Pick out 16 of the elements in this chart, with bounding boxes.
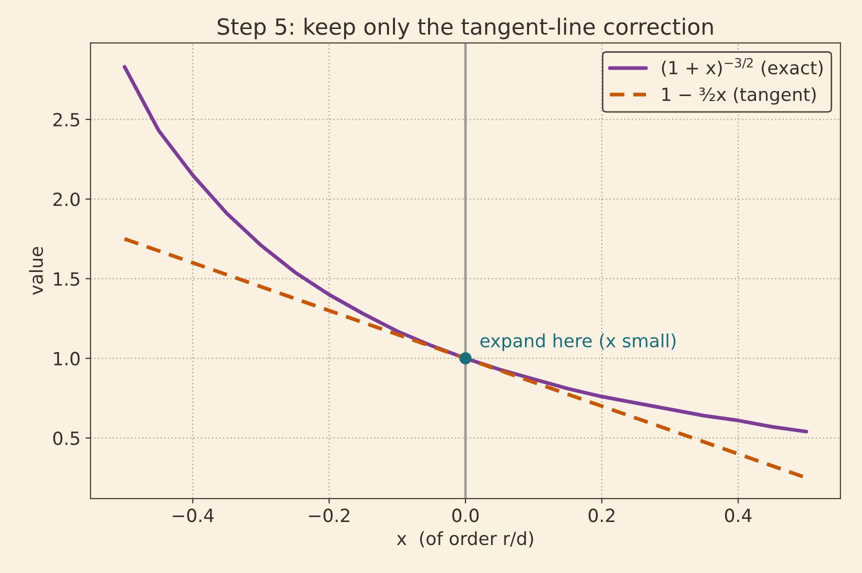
chart-title: Step 5: keep only the tangent-line correction — [218, 18, 713, 40]
y-tick-label: 1.5 — [54, 272, 80, 286]
y-tick-label: 0.5 — [53, 431, 80, 446]
y-tick-label: 2.5 — [53, 112, 80, 127]
y-axis-title: value — [29, 247, 44, 295]
x-tick-label: 0.0 — [452, 508, 479, 522]
x-tick-label: −0.4 — [172, 508, 214, 522]
annotation: expand here (x small) — [480, 334, 676, 351]
y-tick-label: 2.0 — [53, 192, 80, 206]
x-tick-label: −0.2 — [309, 508, 350, 522]
legend-label: (1 + x)$^{−3/2}$ (exact) — [662, 58, 823, 77]
y-tick-label: 1.0 — [54, 352, 80, 366]
legend-label: 1 − ³⁄₂x (tangent) — [662, 87, 816, 105]
x-axis-title: x (of order r/d) — [396, 531, 534, 548]
x-tick-label: 0.2 — [588, 508, 614, 522]
x-tick-label: 0.4 — [725, 508, 752, 522]
